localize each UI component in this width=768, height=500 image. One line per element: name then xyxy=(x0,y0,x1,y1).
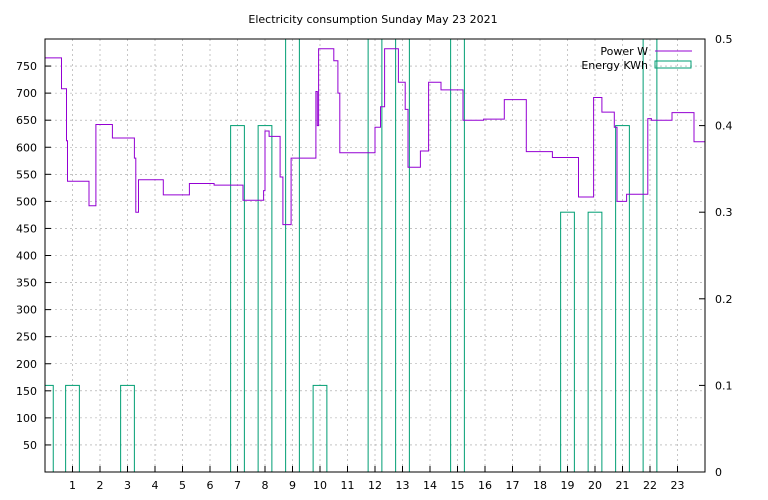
left-tick-label: 550 xyxy=(16,168,37,181)
left-tick-label: 350 xyxy=(16,277,37,290)
axes xyxy=(44,38,706,473)
x-tick-label: 17 xyxy=(506,479,520,492)
left-tick-label: 650 xyxy=(16,114,37,127)
left-tick-label: 500 xyxy=(16,195,37,208)
x-tick-label: 4 xyxy=(152,479,159,492)
left-tick-label: 750 xyxy=(16,60,37,73)
x-tick-label: 16 xyxy=(478,479,492,492)
x-tick-label: 23 xyxy=(671,479,685,492)
power-series xyxy=(45,48,705,226)
right-tick-label: 0.4 xyxy=(715,120,733,133)
legend-energy-swatch xyxy=(654,60,692,69)
legend: Power W Energy KWh xyxy=(581,45,692,72)
x-tick-label: 15 xyxy=(451,479,465,492)
x-tick-label: 14 xyxy=(423,479,437,492)
left-tick-label: 100 xyxy=(16,412,37,425)
right-tick-label: 0.1 xyxy=(715,379,733,392)
x-tick-label: 3 xyxy=(124,479,131,492)
right-axis-tick-labels: 0 0.1 0.2 0.3 0.4 0.5 xyxy=(715,33,733,479)
right-tick-label: 0.2 xyxy=(715,293,733,306)
left-tick-label: 200 xyxy=(16,358,37,371)
x-tick-label: 12 xyxy=(368,479,382,492)
legend-power-label: Power W xyxy=(600,45,648,58)
x-tick-label: 8 xyxy=(262,479,269,492)
x-tick-label: 7 xyxy=(234,479,241,492)
x-tick-label: 22 xyxy=(643,479,657,492)
left-tick-label: 300 xyxy=(16,304,37,317)
x-tick-label: 19 xyxy=(561,479,575,492)
left-tick-label: 150 xyxy=(16,385,37,398)
left-tick-label: 450 xyxy=(16,222,37,235)
left-tick-label: 700 xyxy=(16,87,37,100)
x-tick-label: 9 xyxy=(289,479,296,492)
x-tick-label: 2 xyxy=(97,479,104,492)
left-tick-label: 600 xyxy=(16,141,37,154)
x-tick-label: 11 xyxy=(341,479,355,492)
x-axis-tick-labels: 1 2 3 4 5 6 7 8 9 10 11 12 13 14 15 16 17 18 19 20 21 22 23 xyxy=(69,479,685,492)
x-tick-label: 20 xyxy=(588,479,602,492)
left-tick-label: 50 xyxy=(23,439,37,452)
power-line-path xyxy=(45,48,705,226)
x-tick-label: 1 xyxy=(69,479,76,492)
right-tick-label: 0.3 xyxy=(715,206,733,219)
legend-energy-label: Energy KWh xyxy=(581,59,648,72)
x-tick-label: 13 xyxy=(396,479,410,492)
right-tick-label: 0.5 xyxy=(715,33,733,46)
x-tick-label: 5 xyxy=(179,479,186,492)
x-tick-label: 6 xyxy=(207,479,214,492)
x-tick-label: 10 xyxy=(313,479,327,492)
x-tick-label: 21 xyxy=(616,479,630,492)
right-tick-label: 0 xyxy=(715,466,722,479)
chart-title: Electricity consumption Sunday May 23 20… xyxy=(248,13,497,26)
left-tick-label: 250 xyxy=(16,331,37,344)
left-tick-label: 400 xyxy=(16,250,37,263)
x-tick-label: 18 xyxy=(533,479,547,492)
grid-lines xyxy=(45,39,705,472)
left-axis-tick-labels: 50 100 150 200 250 300 350 400 450 500 550 600 650 70… xyxy=(16,60,37,452)
